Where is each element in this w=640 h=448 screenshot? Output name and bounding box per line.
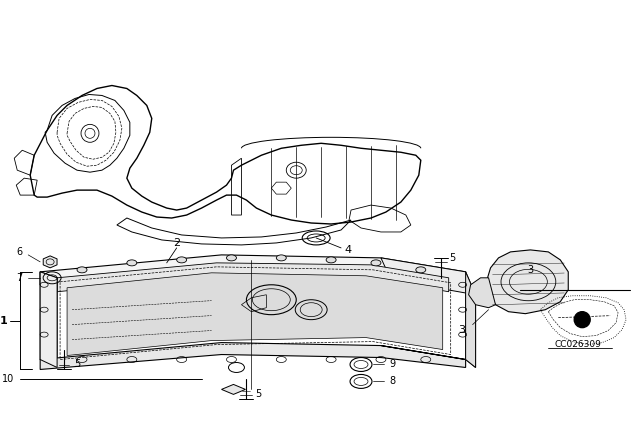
Ellipse shape (371, 260, 381, 266)
Ellipse shape (276, 255, 286, 261)
Ellipse shape (127, 260, 137, 266)
Polygon shape (381, 285, 476, 367)
Ellipse shape (416, 267, 426, 273)
Polygon shape (488, 250, 568, 314)
Polygon shape (40, 272, 57, 367)
Text: 5: 5 (449, 253, 456, 263)
Polygon shape (57, 263, 449, 292)
Text: 2: 2 (173, 238, 180, 248)
Text: 9: 9 (389, 359, 395, 370)
Ellipse shape (177, 257, 187, 263)
Text: 10: 10 (2, 375, 14, 384)
Ellipse shape (77, 267, 87, 273)
Ellipse shape (326, 257, 336, 263)
Polygon shape (466, 272, 476, 367)
Text: 3: 3 (527, 265, 534, 275)
Polygon shape (40, 255, 466, 285)
Polygon shape (67, 273, 443, 356)
Text: 5: 5 (74, 359, 80, 370)
Text: 1: 1 (0, 316, 7, 326)
Text: CC026309: CC026309 (555, 340, 602, 349)
Polygon shape (221, 384, 245, 394)
Polygon shape (381, 258, 476, 295)
Text: 7: 7 (16, 273, 22, 283)
Polygon shape (468, 278, 495, 308)
Text: 8: 8 (389, 376, 395, 387)
Polygon shape (40, 272, 57, 367)
Text: 4: 4 (344, 245, 351, 255)
Circle shape (574, 312, 590, 327)
Text: 6: 6 (16, 247, 22, 257)
Text: 5: 5 (255, 389, 262, 399)
Polygon shape (40, 343, 466, 370)
Text: 3: 3 (459, 325, 466, 335)
Polygon shape (44, 256, 57, 268)
Ellipse shape (227, 255, 236, 261)
